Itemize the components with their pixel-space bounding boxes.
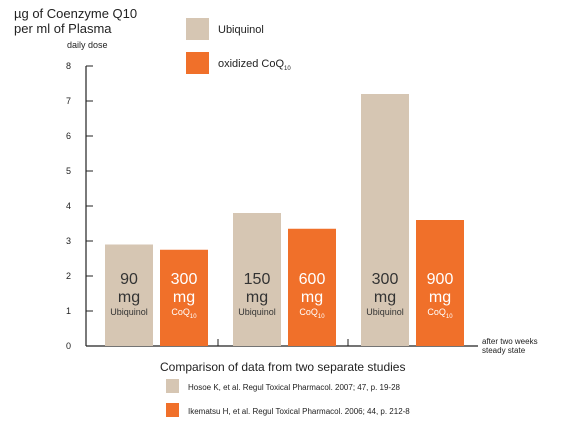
y-axis-title-line-2: per ml of Plasma: [14, 21, 112, 36]
chart-subtitle: Comparison of data from two separate stu…: [160, 360, 405, 374]
steady-state-note-line-2: steady state: [482, 346, 526, 355]
footnote-swatch-hosoe: [166, 379, 179, 393]
legend-swatch-oxidized-coq10: [186, 52, 209, 74]
steady-state-note: after two weeks steady state: [482, 337, 538, 355]
group-3-bar-oxidized-coq10: [416, 220, 464, 346]
y-tick-label-8: 8: [66, 61, 71, 71]
bars: 90mgUbiquinol300mgCoQ10150mgUbiquinol600…: [105, 94, 464, 346]
footnote-swatch-ikematsu: [166, 403, 179, 417]
legend-label-ubiquinol: Ubiquinol: [218, 24, 264, 36]
group-3-bar-oxidized-coq10-unit: mg: [429, 289, 451, 306]
y-tick-label-6: 6: [66, 131, 71, 141]
study-footnotes: Hosoe K, et al. Regul Toxical Pharmacol.…: [166, 379, 410, 417]
group-1-bar-ubiquinol-dose: 90: [120, 271, 138, 288]
legend-label-oxidized-coq10: oxidized CoQ10: [218, 58, 291, 72]
group-3-bar-oxidized-coq10-label: CoQ10: [427, 307, 453, 320]
group-1-bar-oxidized-coq10-unit: mg: [173, 289, 195, 306]
y-tick-label-0: 0: [66, 341, 71, 351]
group-3-bar-ubiquinol-label: Ubiquinol: [366, 307, 404, 317]
y-axis-title-line-1: µg of Coenzyme Q10: [14, 6, 137, 21]
steady-state-note-line-1: after two weeks: [482, 337, 538, 346]
y-tick-label-2: 2: [66, 271, 71, 281]
group-1-bar-oxidized-coq10: [160, 249, 208, 346]
group-1-bar-oxidized-coq10-label: CoQ10: [171, 307, 197, 320]
y-axis-title: µg of Coenzyme Q10 per ml of Plasma: [14, 6, 137, 36]
daily-dose-label: daily dose: [67, 40, 108, 50]
group-3-bar-ubiquinol: [361, 94, 409, 346]
group-1-bar-ubiquinol-unit: mg: [118, 289, 140, 306]
group-2-bar-ubiquinol-dose: 150: [244, 271, 271, 288]
group-2-bar-oxidized-coq10-label: CoQ10: [299, 307, 325, 320]
y-tick-label-5: 5: [66, 166, 71, 176]
group-2-bar-ubiquinol-unit: mg: [246, 289, 268, 306]
legend: Ubiquinol oxidized CoQ10: [186, 18, 291, 74]
y-tick-label-7: 7: [66, 96, 71, 106]
y-tick-label-1: 1: [66, 306, 71, 316]
legend-swatch-ubiquinol: [186, 18, 209, 40]
footnote-hosoe: Hosoe K, et al. Regul Toxical Pharmacol.…: [188, 383, 401, 392]
group-1-bar-ubiquinol: [105, 244, 153, 346]
footnote-ikematsu: Ikematsu H, et al. Regul Toxical Pharmac…: [188, 407, 410, 416]
group-1-bar-oxidized-coq10-dose: 300: [171, 271, 198, 288]
group-2-bar-oxidized-coq10-unit: mg: [301, 289, 323, 306]
group-3-bar-ubiquinol-unit: mg: [374, 289, 396, 306]
group-2-bar-oxidized-coq10: [288, 228, 336, 346]
group-2-bar-oxidized-coq10-dose: 600: [299, 271, 326, 288]
group-3-bar-oxidized-coq10-dose: 900: [427, 271, 454, 288]
y-tick-label-3: 3: [66, 236, 71, 246]
group-1-bar-ubiquinol-label: Ubiquinol: [110, 307, 148, 317]
group-2-bar-ubiquinol-label: Ubiquinol: [238, 307, 276, 317]
group-2-bar-ubiquinol: [233, 213, 281, 346]
y-tick-label-4: 4: [66, 201, 71, 211]
group-3-bar-ubiquinol-dose: 300: [372, 271, 399, 288]
